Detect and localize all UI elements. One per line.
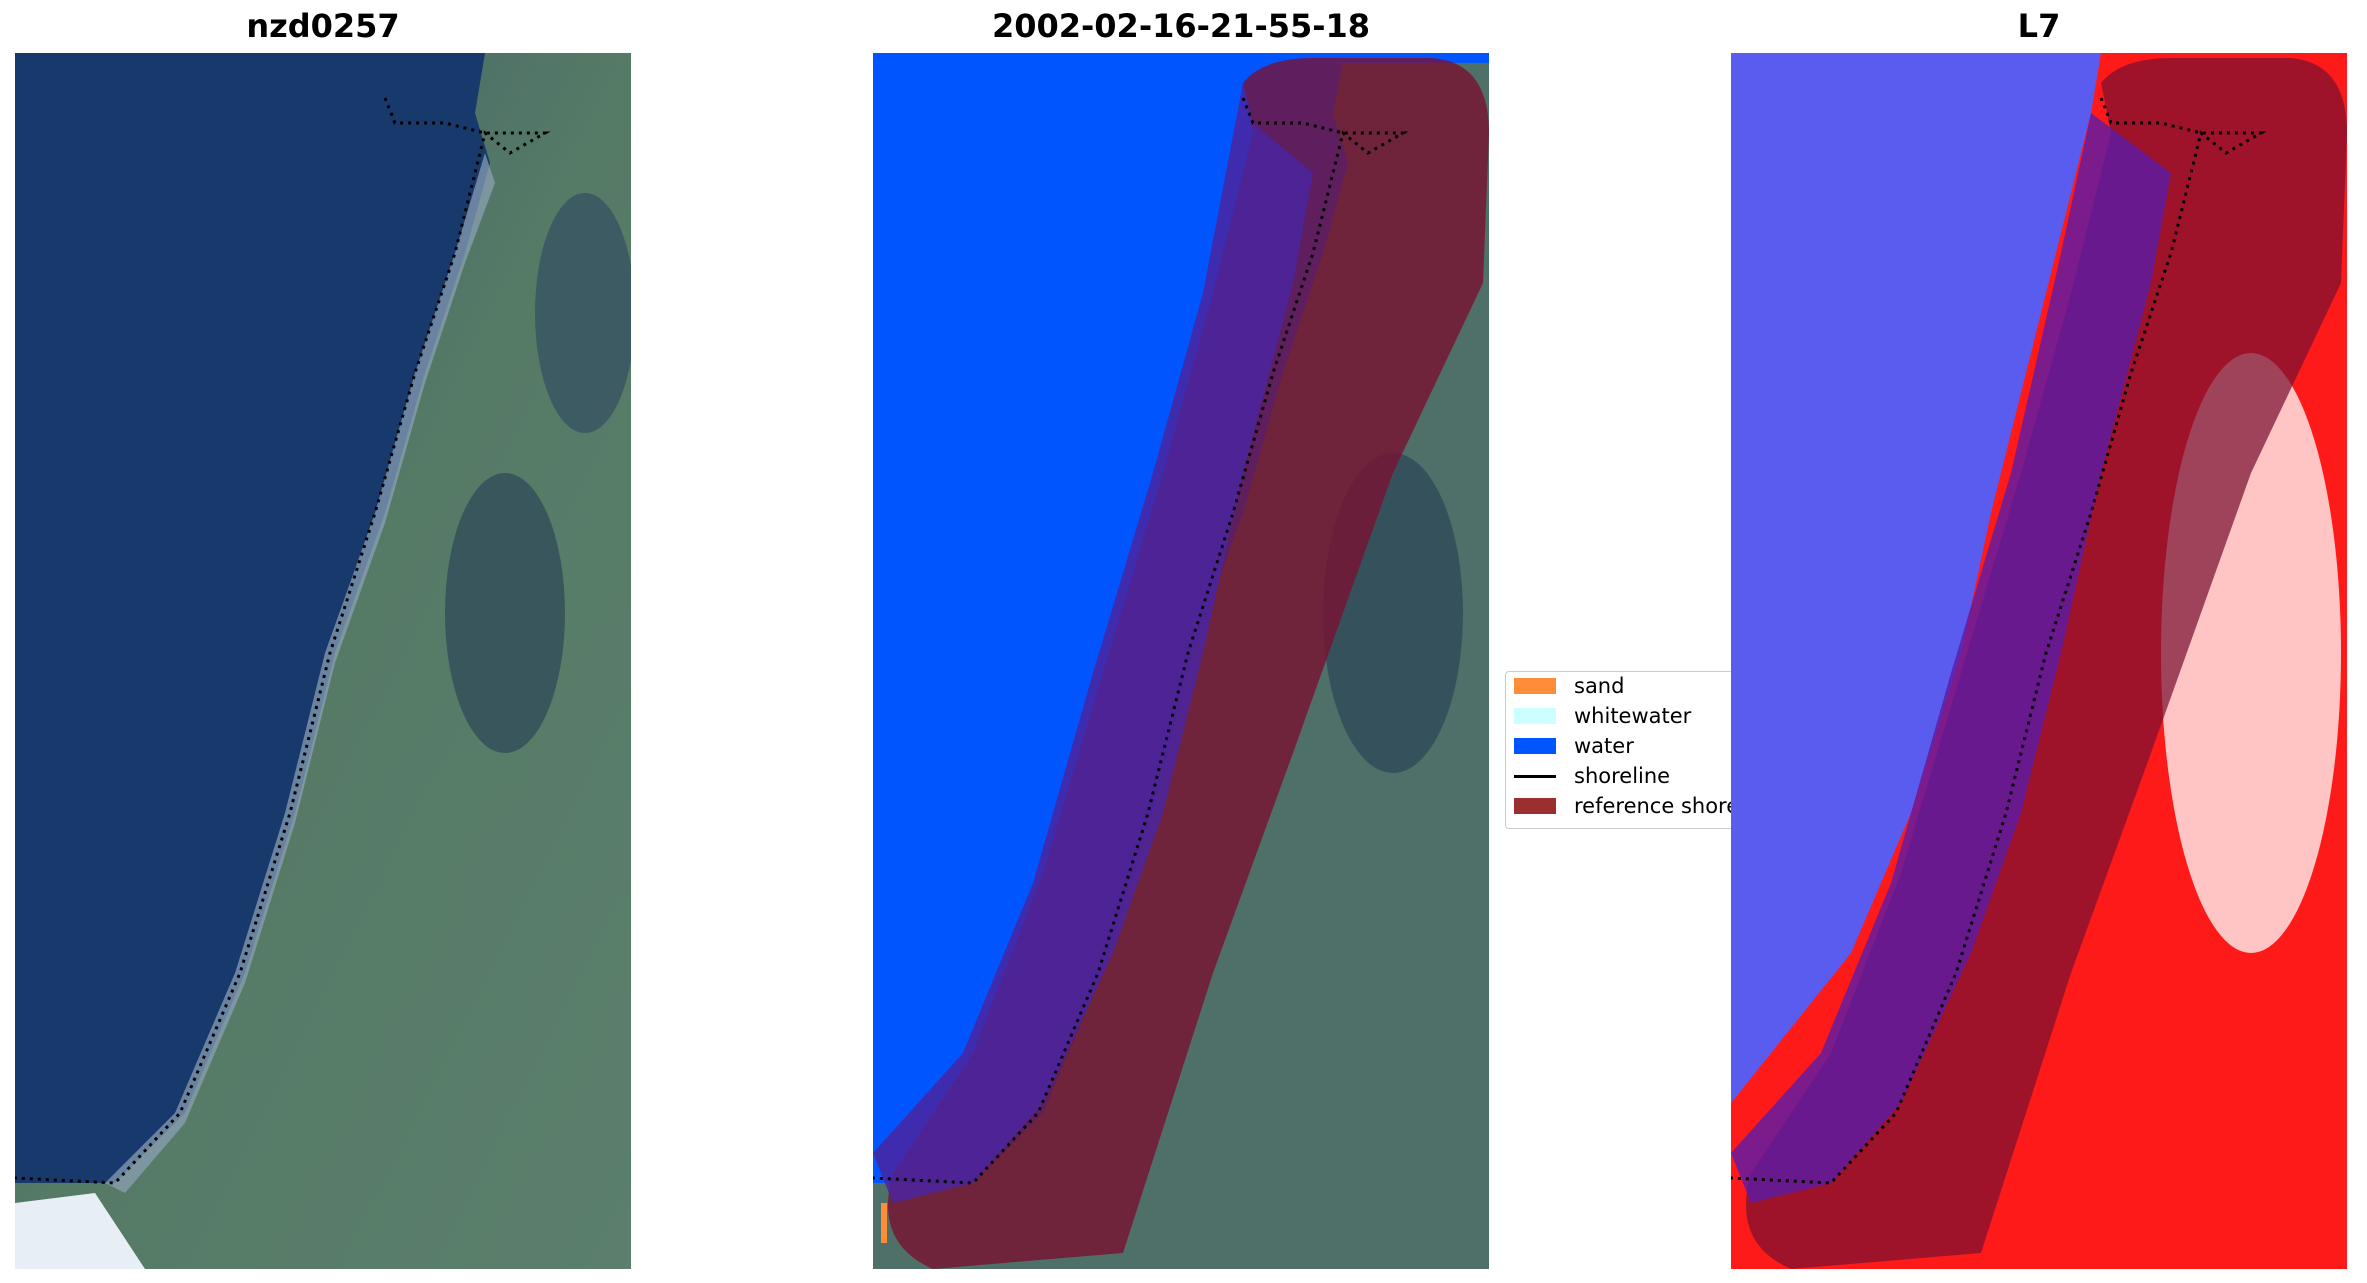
satellite-rgb-image — [15, 53, 631, 1269]
legend-item-sand: sand — [1514, 672, 1624, 700]
shoreline — [1731, 97, 2267, 1185]
sand-pixels — [881, 1203, 887, 1243]
water-index — [1731, 53, 2101, 1103]
legend-label: water — [1574, 734, 1634, 758]
panel-title-classified: 2002-02-16-21-55-18 — [991, 7, 1371, 45]
legend-item-shoreline: shoreline — [1514, 762, 1670, 790]
beach-strip — [105, 153, 495, 1193]
ocean-area — [15, 53, 490, 1183]
sand-swatch — [1514, 678, 1556, 694]
classified-image — [873, 53, 1489, 1269]
satellite-rgb-svg — [15, 53, 631, 1269]
index-svg — [1731, 53, 2347, 1269]
panel-title-index: L7 — [2017, 7, 2061, 45]
classified-svg — [873, 53, 1489, 1269]
dark-ridge — [445, 473, 565, 753]
legend-label: shoreline — [1574, 764, 1671, 788]
legend-item-whitewater: whitewater — [1514, 702, 1691, 730]
panel-title-rgb: nzd0257 — [246, 7, 400, 45]
buffer-water-overlap — [873, 83, 1313, 1203]
legend: sand whitewater water shoreline referenc… — [1505, 671, 1734, 829]
buffer-swatch — [1514, 798, 1556, 814]
whitewater-swatch — [1514, 708, 1556, 724]
white-surf — [15, 1193, 145, 1269]
legend-label: whitewater — [1574, 704, 1692, 728]
shoreline — [873, 97, 1409, 1185]
water-swatch — [1514, 738, 1556, 754]
legend-label: reference shoreline buffer — [1574, 794, 1733, 818]
legend-item-water: water — [1514, 732, 1634, 760]
legend-item-reference-buffer: reference shoreline buffer — [1514, 792, 1733, 820]
legend-label: sand — [1574, 674, 1625, 698]
dark-ridge-north — [535, 193, 631, 433]
buffer-water-overlap — [1731, 113, 2171, 1203]
shoreline-line-swatch — [1514, 774, 1556, 778]
shoreline — [15, 97, 551, 1185]
l7-index-image — [1731, 53, 2347, 1269]
